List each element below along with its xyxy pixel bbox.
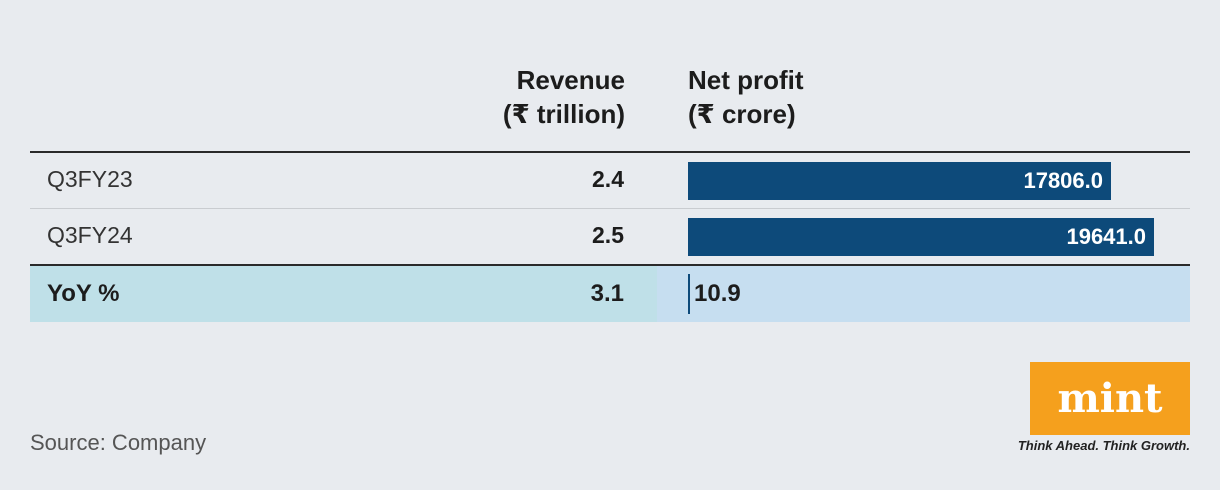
net-profit-header-line1: Net profit [688,65,804,95]
brand-tagline: Think Ahead. Think Growth. [1017,438,1190,453]
net-profit-header-line2: (₹ crore) [688,99,796,129]
source-note: Source: Company [30,430,207,455]
row-label-q3fy24: Q3FY24 [47,222,133,248]
revenue-header-line1: Revenue [516,65,625,95]
yoy-net-profit-value: 10.9 [694,280,741,307]
mint-logo: mint [1030,362,1190,435]
net-profit-bar-q3fy23: 17806.0 [688,162,1111,200]
net-profit-column-header: Net profit (₹ crore) [688,63,804,131]
net-profit-bar-q3fy24: 19641.0 [688,218,1154,256]
mint-logo-text: mint [1057,375,1163,422]
yoy-profit-tick [688,274,690,314]
table-top-rule [30,151,1190,153]
yoy-row-background-right [657,266,1190,322]
net-profit-label-q3fy24: 19641.0 [1066,224,1146,249]
net-profit-label-q3fy23: 17806.0 [1023,168,1103,193]
yoy-row-background-left [30,266,657,322]
revenue-value-q3fy23: 2.4 [592,166,624,192]
revenue-value-q3fy24: 2.5 [592,222,624,248]
revenue-column-header: Revenue (₹ trillion) [503,63,625,131]
table-bottom-rule [30,264,1190,266]
row-label-q3fy23: Q3FY23 [47,166,133,192]
table-row-divider [30,208,1190,209]
yoy-label: YoY % [47,280,120,307]
revenue-header-line2: (₹ trillion) [502,99,625,129]
yoy-revenue-value: 3.1 [590,280,624,307]
